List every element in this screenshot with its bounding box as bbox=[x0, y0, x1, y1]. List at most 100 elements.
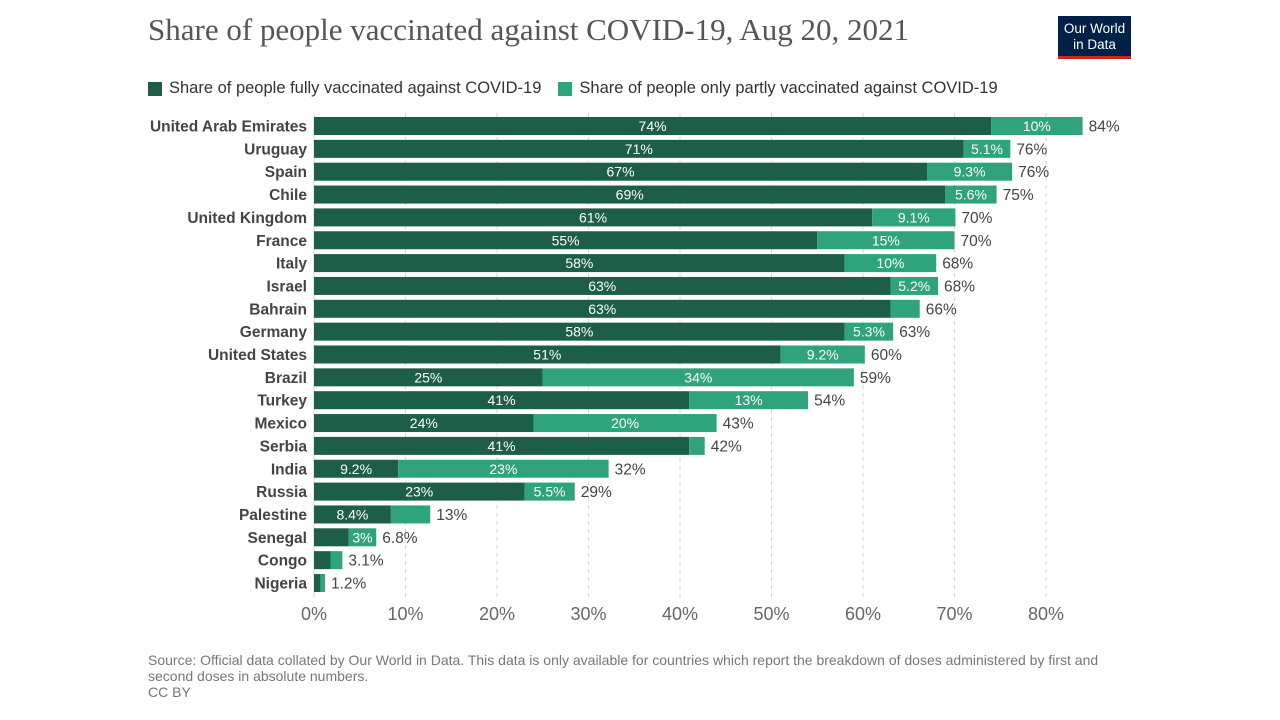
bar-fully[interactable] bbox=[314, 391, 690, 410]
bar-partly[interactable] bbox=[844, 254, 937, 273]
bar-partly[interactable] bbox=[348, 528, 377, 547]
bar-fully[interactable] bbox=[314, 528, 349, 547]
category-label: Turkey bbox=[257, 393, 307, 410]
bar-label-partly: 9.3% bbox=[954, 164, 986, 180]
bar-fully[interactable] bbox=[314, 299, 891, 318]
category-label: Spain bbox=[265, 164, 307, 181]
legend-item-partly[interactable]: Share of people only partly vaccinated a… bbox=[558, 79, 998, 98]
bar-row[interactable]: Russia 23% 5.5% 29% bbox=[256, 482, 612, 502]
bar-row[interactable]: Brazil 25% 34% 59% bbox=[265, 368, 891, 387]
bar-row[interactable]: Palestine 8.4% 13% bbox=[239, 505, 468, 524]
bar-partly[interactable] bbox=[390, 505, 431, 524]
bar-fully[interactable] bbox=[314, 276, 891, 295]
bar-partly[interactable] bbox=[689, 391, 809, 410]
category-label: United Arab Emirates bbox=[150, 119, 307, 136]
bar-partly[interactable] bbox=[890, 299, 920, 318]
bar-fully[interactable] bbox=[314, 459, 399, 478]
x-tick-label: 60% bbox=[845, 604, 881, 624]
bar-partly[interactable] bbox=[398, 459, 609, 478]
bar-row[interactable]: India 9.2% 23% 32% bbox=[271, 459, 646, 479]
bar-label-fully: 9.2% bbox=[340, 461, 372, 477]
bar-fully[interactable] bbox=[314, 139, 964, 158]
bar-label-partly: 5.6% bbox=[955, 187, 987, 203]
bar-fully[interactable] bbox=[314, 117, 992, 135]
bar-fully[interactable] bbox=[314, 551, 331, 570]
bar-row[interactable]: United Arab Emirates 74% 10% 84% bbox=[150, 117, 1120, 136]
bar-partly[interactable] bbox=[533, 414, 717, 433]
bar-fully[interactable] bbox=[314, 254, 845, 273]
bar-partly[interactable] bbox=[320, 574, 325, 592]
bar-partly[interactable] bbox=[945, 185, 997, 204]
category-label: Nigeria bbox=[254, 576, 307, 593]
bar-label-fully: 69% bbox=[616, 187, 644, 203]
bar-row[interactable]: Spain 67% 9.3% 76% bbox=[265, 162, 1050, 182]
owid-logo[interactable]: Our World in Data bbox=[1058, 16, 1131, 59]
bar-partly[interactable] bbox=[689, 436, 705, 455]
x-tick-label: 0% bbox=[301, 604, 327, 624]
bar-partly[interactable] bbox=[844, 322, 894, 341]
bar-partly[interactable] bbox=[330, 551, 343, 570]
bar-row[interactable]: Uruguay 71% 5.1% 76% bbox=[244, 139, 1048, 159]
category-label: United States bbox=[208, 347, 307, 364]
logo-line-1: Our World bbox=[1063, 21, 1126, 36]
bar-fully[interactable] bbox=[314, 162, 928, 181]
category-label: India bbox=[271, 461, 308, 478]
bar-row[interactable]: United States 51% 9.2% 60% bbox=[208, 345, 902, 365]
bar-row[interactable]: United Kingdom 61% 9.1% 70% bbox=[187, 208, 993, 227]
bar-partly[interactable] bbox=[872, 208, 956, 227]
bar-partly[interactable] bbox=[927, 162, 1013, 181]
footer: Source: Official data collated by Our Wo… bbox=[148, 652, 1108, 700]
bar-fully[interactable] bbox=[314, 414, 534, 433]
bar-partly[interactable] bbox=[890, 276, 939, 295]
bar-fully[interactable] bbox=[314, 345, 781, 364]
bar-label-partly: 5.1% bbox=[971, 141, 1003, 157]
bar-partly[interactable] bbox=[963, 139, 1011, 158]
bar-row[interactable]: Chile 69% 5.6% 75% bbox=[269, 185, 1034, 205]
bar-row[interactable]: Mexico 24% 20% 43% bbox=[254, 414, 754, 433]
bar-total-label: 68% bbox=[944, 278, 975, 295]
bar-label-partly: 34% bbox=[684, 369, 712, 385]
bar-row[interactable]: Nigeria 1.2% bbox=[254, 574, 367, 593]
category-label: Brazil bbox=[265, 370, 307, 387]
bar-total-label: 75% bbox=[1003, 187, 1034, 204]
x-tick-label: 10% bbox=[387, 604, 423, 624]
bar-total-label: 76% bbox=[1018, 164, 1049, 181]
bar-row[interactable]: Congo 3.1% bbox=[258, 551, 384, 570]
bar-row[interactable]: Serbia 41% 42% bbox=[260, 436, 742, 456]
bar-fully[interactable] bbox=[314, 436, 690, 455]
bar-partly[interactable] bbox=[991, 117, 1083, 135]
category-label: Mexico bbox=[254, 416, 307, 433]
bar-label-partly: 5.3% bbox=[853, 324, 885, 340]
bar-fully[interactable] bbox=[314, 231, 818, 250]
bar-label-fully: 24% bbox=[410, 415, 438, 431]
bar-row[interactable]: Germany 58% 5.3% 63% bbox=[240, 322, 931, 342]
legend-swatch-partly bbox=[558, 81, 573, 96]
bar-label-partly: 23% bbox=[489, 461, 517, 477]
bar-total-label: 60% bbox=[871, 347, 902, 364]
category-label: Italy bbox=[276, 256, 307, 273]
bar-fully[interactable] bbox=[314, 505, 391, 524]
bar-partly[interactable] bbox=[542, 368, 854, 387]
bar-fully[interactable] bbox=[314, 574, 321, 592]
bar-partly[interactable] bbox=[780, 345, 865, 364]
bar-row[interactable]: Israel 63% 5.2% 68% bbox=[266, 276, 975, 296]
category-label: Palestine bbox=[239, 507, 307, 524]
bar-label-partly: 20% bbox=[611, 415, 639, 431]
bar-fully[interactable] bbox=[314, 208, 873, 227]
bar-fully[interactable] bbox=[314, 185, 946, 204]
bar-label-partly: 15% bbox=[872, 232, 900, 248]
bar-row[interactable]: Turkey 41% 13% 54% bbox=[257, 391, 845, 410]
bar-row[interactable]: France 55% 15% 70% bbox=[256, 231, 992, 250]
bar-fully[interactable] bbox=[314, 482, 525, 501]
chart-title: Share of people vaccinated against COVID… bbox=[148, 12, 910, 47]
bar-fully[interactable] bbox=[314, 322, 845, 341]
bar-total-label: 68% bbox=[942, 256, 973, 273]
legend-item-fully[interactable]: Share of people fully vaccinated against… bbox=[148, 79, 541, 98]
bar-row[interactable]: Senegal 3% 6.8% bbox=[248, 528, 418, 547]
bar-partly[interactable] bbox=[817, 231, 955, 250]
bar-fully[interactable] bbox=[314, 368, 543, 387]
bar-partly[interactable] bbox=[524, 482, 575, 501]
bar-label-fully: 61% bbox=[579, 209, 607, 225]
bar-row[interactable]: Bahrain 63% 66% bbox=[249, 299, 957, 319]
bar-row[interactable]: Italy 58% 10% 68% bbox=[276, 254, 973, 273]
